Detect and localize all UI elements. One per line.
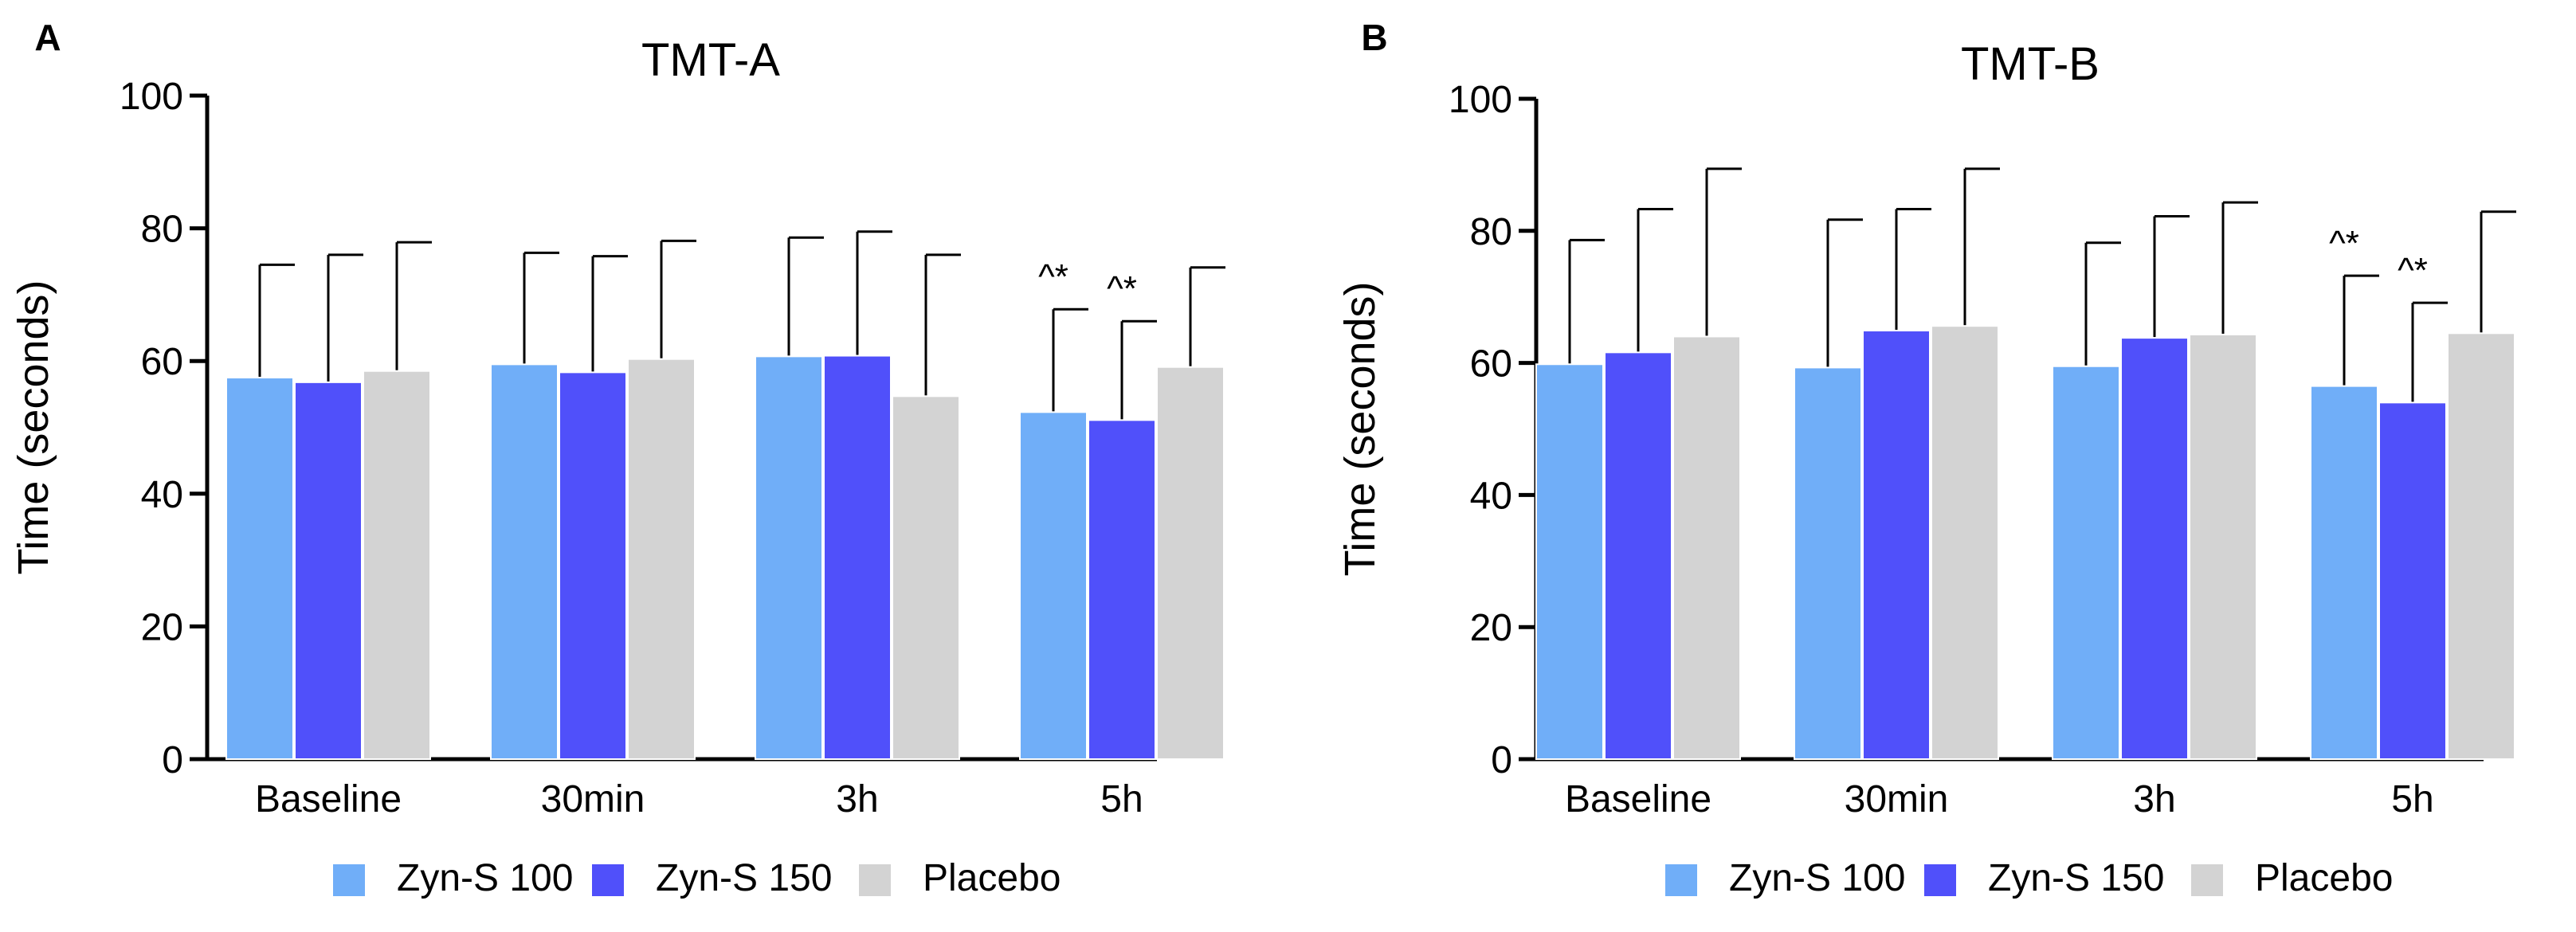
y-axis-label: Time (seconds) — [1336, 281, 1384, 576]
y-tick-label: 20 — [1470, 607, 1512, 649]
bar-placebo-5h — [1156, 366, 1225, 760]
legend-swatch — [1924, 864, 1956, 896]
legend-label: Placebo — [923, 857, 1061, 899]
legend-item: Placebo — [2191, 857, 2393, 899]
chart-panel-b: B TMT-B Time (seconds) 0 20 40 60 80 100 Baseline… — [1336, 17, 2516, 899]
legend-swatch — [1665, 864, 1697, 896]
significance-marker: ^* — [2398, 251, 2428, 290]
bar-zyn-s-100-3h — [755, 355, 823, 760]
legend-swatch — [592, 864, 624, 896]
bar-zyn-s-150-5h — [1088, 419, 1156, 760]
legend-label: Placebo — [2255, 857, 2393, 899]
legend-item: Zyn-S 100 — [1665, 857, 1905, 899]
bar-zyn-s-150-5h — [2378, 401, 2447, 760]
bar-placebo-3h — [2189, 333, 2257, 760]
legend-label: Zyn-S 150 — [1988, 857, 2164, 899]
y-tick-label: 60 — [141, 341, 183, 383]
bar-zyn-s-100-baseline — [1535, 363, 1604, 760]
significance-marker: ^* — [1107, 269, 1137, 308]
y-axis-label: Time (seconds) — [10, 280, 57, 574]
x-tick-label: 3h — [2133, 778, 2175, 820]
bar-zyn-s-100-5h — [1019, 411, 1088, 760]
legend-item: Zyn-S 150 — [592, 857, 832, 899]
legend-item: Placebo — [859, 857, 1061, 899]
bar-zyn-s-150-baseline — [294, 381, 363, 760]
legend-item: Zyn-S 100 — [333, 857, 573, 899]
significance-marker: ^* — [2329, 224, 2359, 263]
y-tick-label: 0 — [162, 739, 183, 781]
x-tick-label: Baseline — [1565, 778, 1711, 820]
y-tick-label: 40 — [141, 474, 183, 516]
significance-marker: ^* — [1038, 257, 1068, 296]
bar-placebo-30min — [627, 358, 696, 760]
panel-label: A — [34, 17, 61, 58]
bar-placebo-baseline — [363, 370, 431, 760]
bar-zyn-s-150-3h — [823, 354, 892, 760]
chart-panel-a: A TMT-A Time (seconds) 0 20 40 60 80 100 Baseline… — [10, 17, 1225, 899]
y-tick-label: 80 — [141, 209, 183, 251]
y-tick-label: 40 — [1470, 475, 1512, 517]
y-tick-label: 100 — [1449, 79, 1512, 121]
x-tick-label: Baseline — [255, 778, 402, 820]
x-tick-label: 5h — [1100, 778, 1143, 820]
bar-zyn-s-150-baseline — [1604, 351, 1672, 760]
bar-zyn-s-100-baseline — [225, 377, 294, 760]
bar-zyn-s-100-30min — [490, 363, 559, 760]
y-tick-label: 100 — [120, 76, 183, 118]
legend-swatch — [2191, 864, 2223, 896]
x-tick-label: 30min — [541, 778, 645, 820]
legend: Zyn-S 100 Zyn-S 150 Placebo — [1665, 857, 2393, 899]
x-tick-label: 3h — [836, 778, 878, 820]
legend-swatch — [333, 864, 365, 896]
bar-zyn-s-150-30min — [559, 371, 627, 760]
y-tick-label: 80 — [1470, 211, 1512, 253]
legend-label: Zyn-S 150 — [656, 857, 832, 899]
bar-placebo-30min — [1931, 325, 1999, 760]
bar-zyn-s-150-3h — [2120, 337, 2189, 760]
bar-zyn-s-100-30min — [1794, 366, 1862, 760]
panel-label: B — [1361, 17, 1387, 58]
y-tick-label: 60 — [1470, 343, 1512, 386]
bar-placebo-baseline — [1672, 335, 1741, 760]
bar-zyn-s-100-5h — [2310, 385, 2378, 760]
x-tick-label: 30min — [1845, 778, 1949, 820]
legend-label: Zyn-S 100 — [397, 857, 573, 899]
legend-item: Zyn-S 150 — [1924, 857, 2164, 899]
legend-swatch — [859, 864, 891, 896]
legend-label: Zyn-S 100 — [1729, 857, 1905, 899]
chart-title: TMT-A — [641, 34, 780, 86]
legend: Zyn-S 100 Zyn-S 150 Placebo — [333, 857, 1061, 899]
bar-zyn-s-150-30min — [1862, 329, 1931, 760]
bar-placebo-5h — [2447, 332, 2515, 761]
bar-placebo-3h — [892, 395, 960, 760]
y-tick-label: 20 — [141, 606, 183, 648]
chart-title: TMT-B — [1961, 38, 2100, 90]
x-tick-label: 5h — [2391, 778, 2433, 820]
bar-zyn-s-100-3h — [2052, 365, 2120, 760]
y-tick-label: 0 — [1491, 739, 1512, 781]
